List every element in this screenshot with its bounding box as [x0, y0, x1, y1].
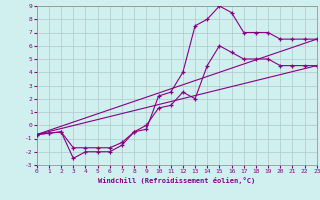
X-axis label: Windchill (Refroidissement éolien,°C): Windchill (Refroidissement éolien,°C) [98, 177, 255, 184]
